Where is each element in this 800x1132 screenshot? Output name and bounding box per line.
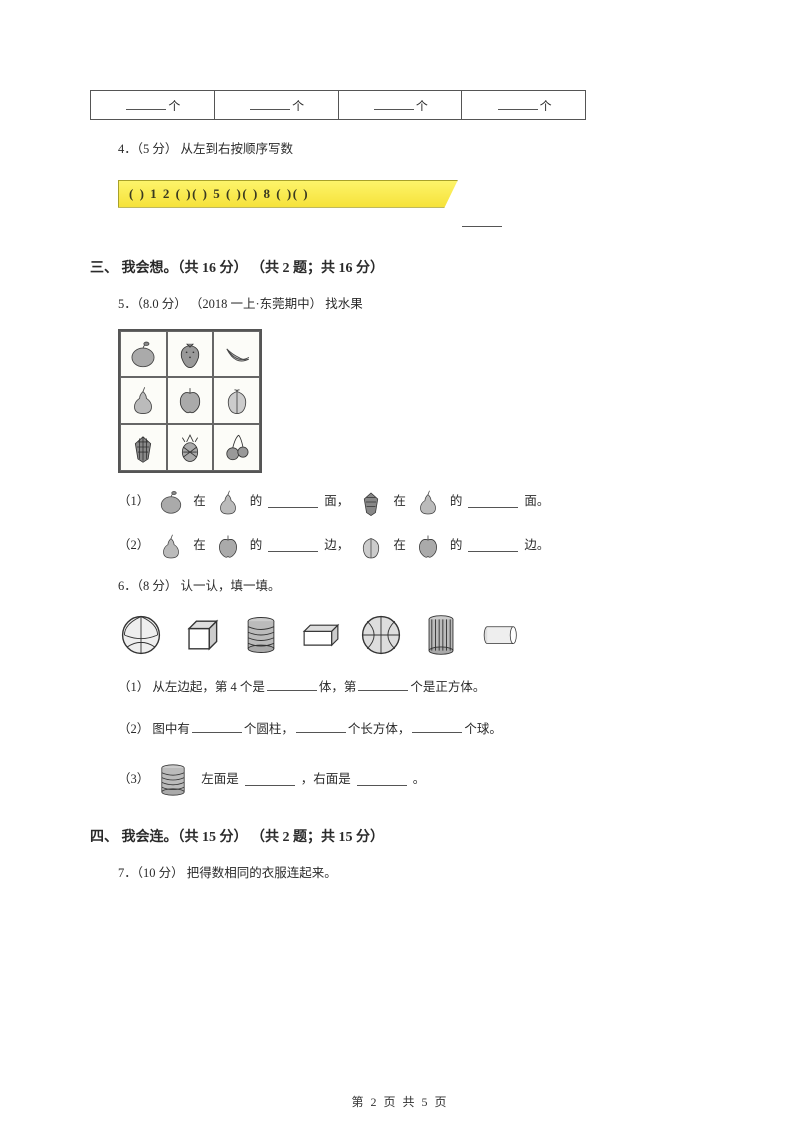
blank (268, 495, 318, 508)
apple-icon (413, 531, 443, 561)
fruit-cell-1 (120, 331, 167, 378)
text-zai: 在 (193, 534, 206, 558)
q6-sub3-a: 左面是 (201, 768, 239, 792)
q6-label: 6．（8 分） 认一认，填一填。 (118, 575, 710, 599)
q6-sub2-d: 个球。 (464, 722, 502, 736)
unit-2: 个 (292, 99, 304, 113)
coin-cylinder-icon (238, 612, 284, 658)
tangerine-icon (126, 337, 160, 371)
q5-sub2: （2） 在 的 边， 在 的 边。 (118, 531, 710, 561)
section-3-heading: 三、 我会想。（共 16 分） （共 2 题；共 16 分） (90, 257, 710, 277)
tall-cylinder-icon (418, 612, 464, 658)
ruler-graphic: ( ) 1 2 ( )( ) 5 ( )( ) 8 ( )( ) (118, 180, 458, 208)
cell-1: 个 (91, 91, 215, 120)
strawberry-icon (173, 337, 207, 371)
fruit-cell-8 (167, 424, 214, 471)
q6-sub2-b: 个圆柱， (244, 722, 294, 736)
unit-3: 个 (416, 99, 428, 113)
text-zai2: 在 (393, 490, 406, 514)
banana-icon (220, 337, 254, 371)
page-root: 个 个 个 个 4．（5 分） 从左到右按顺序写数 ( ) 1 2 ( )( )… (0, 0, 800, 1132)
q6-sub2-c: 个长方体， (348, 722, 411, 736)
text-mian2: 面。 (524, 490, 549, 514)
text-de: 的 (250, 534, 263, 558)
q6-sub1-c: 个是正方体。 (410, 680, 485, 694)
blank (468, 495, 518, 508)
fruit-cell-5 (167, 377, 214, 424)
fruit-grid (118, 329, 262, 473)
basketball-icon (358, 612, 404, 658)
q6-sub1-b: 体，第 (319, 680, 357, 694)
pear-icon (213, 487, 243, 517)
text-de2: 的 (450, 534, 463, 558)
q6-sub3: （3） 左面是 ，右面是 。 (118, 760, 710, 800)
ruler-underline (460, 214, 710, 231)
cell-2: 个 (214, 91, 338, 120)
cell-3: 个 (338, 91, 462, 120)
shapes-row (118, 612, 710, 658)
q6-sub3-c: 。 (413, 768, 426, 792)
fruit-cell-6 (213, 377, 260, 424)
cuboid-icon (298, 612, 344, 658)
fruit-cell-4 (120, 377, 167, 424)
peach-icon (220, 383, 254, 417)
content-area: 个 个 个 个 4．（5 分） 从左到右按顺序写数 ( ) 1 2 ( )( )… (90, 90, 710, 886)
cube-icon (178, 612, 224, 658)
text-zai2: 在 (393, 534, 406, 558)
q6-sub2: （2） 图中有 个圆柱， 个长方体， 个球。 (118, 718, 710, 742)
pear-icon (413, 487, 443, 517)
tangerine-icon (156, 487, 186, 517)
pear-icon (126, 383, 160, 417)
apple-icon (213, 531, 243, 561)
q6-sub2-a: （2） 图中有 (118, 722, 190, 736)
ruler-text: ( ) 1 2 ( )( ) 5 ( )( ) 8 ( )( ) (129, 186, 309, 202)
q4-label: 4．（5 分） 从左到右按顺序写数 (118, 138, 710, 162)
q5-sub1: （1） 在 的 面， 在 的 面。 (118, 487, 710, 517)
unit-1: 个 (168, 99, 180, 113)
peach-icon (356, 531, 386, 561)
pinecone-icon (126, 430, 160, 464)
q7-label: 7．（10 分） 把得数相同的衣服连起来。 (118, 862, 710, 886)
fruit-cell-7 (120, 424, 167, 471)
fruit-cell-3 (213, 331, 260, 378)
page-footer: 第 2 页 共 5 页 (0, 1093, 800, 1110)
q6-sub3-b: ，右面是 (301, 768, 351, 792)
pinecone-icon (356, 487, 386, 517)
text-mian: 面， (324, 490, 349, 514)
blank (268, 539, 318, 552)
cherry-icon (220, 430, 254, 464)
q6-sub3-pre: （3） (118, 768, 149, 792)
volleyball-icon (118, 612, 164, 658)
q5-sub1-prefix: （1） (118, 490, 149, 514)
unit-4: 个 (540, 99, 552, 113)
lying-cylinder-icon (478, 612, 524, 658)
q6-sub1-a: （1） 从左边起，第 4 个是 (118, 680, 265, 694)
count-table: 个 个 个 个 (90, 90, 586, 120)
pineapple-icon (173, 430, 207, 464)
table-row: 个 个 个 个 (91, 91, 586, 120)
text-bian: 边， (324, 534, 349, 558)
text-bian2: 边。 (524, 534, 549, 558)
cell-4: 个 (462, 91, 586, 120)
q5-sub2-prefix: （2） (118, 534, 149, 558)
apple-icon (173, 383, 207, 417)
blank (468, 539, 518, 552)
text-de2: 的 (450, 490, 463, 514)
q6-sub1: （1） 从左边起，第 4 个是 体，第 个是正方体。 (118, 676, 710, 700)
section-4-heading: 四、 我会连。（共 15 分） （共 2 题；共 15 分） (90, 826, 710, 846)
fruit-cell-2 (167, 331, 214, 378)
text-zai: 在 (193, 490, 206, 514)
q5-label: 5．（8.0 分） （2018 一上·东莞期中） 找水果 (118, 293, 710, 317)
coin-cylinder-icon (153, 760, 193, 800)
fruit-cell-9 (213, 424, 260, 471)
pear-icon (156, 531, 186, 561)
text-de: 的 (250, 490, 263, 514)
